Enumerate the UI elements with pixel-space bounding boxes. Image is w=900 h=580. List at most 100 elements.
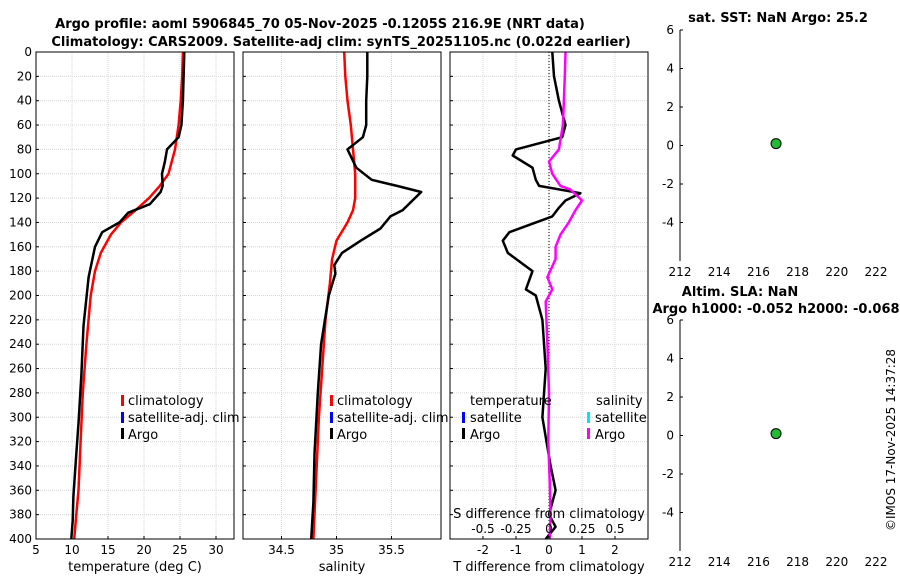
legend-t-satellite-label: satellite	[470, 411, 522, 426]
s-diff-tick-label: 0	[545, 522, 553, 536]
legend-climatology-swatch	[330, 395, 333, 406]
y-tick-label: 6	[666, 23, 674, 37]
temperature-panel: 0 20 40 60 80 100 120 140 160 180 200 220 240 260 280 3…	[9, 45, 240, 575]
y-tick-label: 160	[9, 240, 32, 254]
x-tick-label: 34.5	[268, 543, 295, 557]
series-argo	[309, 52, 423, 540]
y-tick-label: 80	[17, 142, 32, 156]
y-tick-label: 0	[24, 45, 32, 59]
y-tick-label: 140	[9, 215, 32, 229]
x-tick-label: 220	[825, 555, 848, 569]
x-tick-label: 35.5	[378, 543, 405, 557]
t-difference-xlabel: T difference from climatology	[452, 560, 645, 575]
legend-s-argo-swatch	[587, 428, 590, 439]
difference-legend: temperature satellite Argo salinity sate…	[462, 394, 647, 443]
x-tick-label: 214	[708, 555, 731, 569]
legend-s-satellite-swatch	[587, 412, 590, 423]
y-tick-label: -4	[662, 506, 674, 520]
s-diff-tick-label: -0.25	[500, 522, 531, 536]
legend-climatology-swatch	[121, 395, 124, 406]
x-tick-label: 214	[708, 265, 731, 279]
s-diff-tick-label: -0.5	[471, 522, 494, 536]
legend-satellite-swatch	[121, 412, 124, 423]
series-climatology	[312, 51, 357, 540]
x-tick-label: 30	[208, 543, 223, 557]
y-tick-label: -4	[662, 216, 674, 230]
y-tick-label: 320	[9, 435, 32, 449]
y-tick-label: 0	[666, 139, 674, 153]
x-tick-label: 222	[865, 555, 888, 569]
y-tick-label: -2	[662, 177, 674, 191]
y-tick-label: 2	[666, 390, 674, 404]
x-tick-label: 220	[825, 265, 848, 279]
y-tick-label: 260	[9, 362, 32, 376]
s-diff-tick-label: 0.5	[605, 522, 624, 536]
x-tick-label: 218	[786, 265, 809, 279]
y-tick-label: 6	[666, 313, 674, 327]
s-difference-label: S difference from climatology	[453, 507, 645, 522]
series-t-argo-climatology	[501, 51, 582, 540]
difference-panel: -2 -1 0 1 2 S difference from climatology -0…	[449, 51, 649, 575]
salinity-panel: 34.5 35 35.5 salinity climatology satellit…	[242, 51, 449, 575]
legend-argo-swatch	[121, 428, 124, 439]
x-tick-label: 218	[786, 555, 809, 569]
legend-s-argo-label: Argo	[595, 428, 625, 443]
legend-t-argo-label: Argo	[470, 428, 500, 443]
legend-argo-label: Argo	[128, 428, 158, 443]
series-argo	[70, 51, 186, 540]
sst-title: sat. SST: NaN Argo: 25.2	[688, 11, 868, 26]
x-tick-label: 1	[578, 543, 586, 557]
y-tick-label: 0	[666, 429, 674, 443]
y-tick-label: 240	[9, 337, 32, 351]
x-tick-label: 216	[747, 265, 770, 279]
timestamp: ©IMOS 17-Nov-2025 14:37:28	[884, 349, 898, 531]
x-tick-label: 212	[669, 265, 692, 279]
series-climatology	[72, 51, 185, 540]
y-tick-label: 40	[17, 94, 32, 108]
y-tick-label: 380	[9, 508, 32, 522]
legend-satellite-label: satellite-adj. clim	[128, 411, 240, 426]
x-tick-label: 2	[611, 543, 619, 557]
sla-title: Altim. SLA: NaN	[682, 285, 798, 300]
legend-temperature-heading: temperature	[470, 394, 552, 409]
x-tick-label: 212	[669, 555, 692, 569]
s-diff-tick-label: 0.25	[569, 522, 596, 536]
salinity-legend: climatology satellite-adj. clim Argo	[330, 394, 449, 443]
legend-salinity-heading: salinity	[596, 394, 643, 409]
y-tick-label: 400	[9, 532, 32, 546]
legend-s-satellite-label: satellite	[595, 411, 647, 426]
legend-t-argo-swatch	[462, 428, 465, 439]
x-tick-label: 15	[100, 543, 115, 557]
y-tick-label: 20	[17, 69, 32, 83]
y-tick-label: 360	[9, 483, 32, 497]
salinity-xlabel: salinity	[319, 560, 366, 575]
legend-argo-label: Argo	[337, 428, 367, 443]
y-tick-label: 4	[666, 62, 674, 76]
y-tick-label: -2	[662, 467, 674, 481]
x-tick-label: 20	[136, 543, 151, 557]
title-line-1: Argo profile: aoml 5906845_70 05-Nov-202…	[55, 17, 585, 32]
title-line-2: Climatology: CARS2009. Satellite-adj cli…	[51, 35, 630, 50]
y-tick-label: 220	[9, 313, 32, 327]
series-s-argo-climatology	[544, 51, 584, 540]
legend-t-satellite-swatch	[462, 412, 465, 423]
y-tick-label: 280	[9, 386, 32, 400]
data-point	[770, 138, 782, 150]
y-tick-label: 100	[9, 167, 32, 181]
legend-satellite-label: satellite-adj. clim	[337, 411, 449, 426]
legend-climatology-label: climatology	[128, 394, 204, 409]
x-tick-label: 35	[329, 543, 344, 557]
x-tick-label: 222	[865, 265, 888, 279]
y-tick-label: 4	[666, 352, 674, 366]
legend-climatology-label: climatology	[337, 394, 413, 409]
sla-subtitle: Argo h1000: -0.052 h2000: -0.068	[652, 302, 899, 317]
x-tick-label: -2	[477, 543, 489, 557]
y-tick-label: 120	[9, 191, 32, 205]
y-tick-label: 340	[9, 459, 32, 473]
x-tick-label: 216	[747, 555, 770, 569]
sla-panel: Altim. SLA: NaN Argo h1000: -0.052 h2000…	[652, 285, 899, 569]
y-tick-label: 300	[9, 410, 32, 424]
x-tick-label: -1	[510, 543, 522, 557]
y-tick-label: 200	[9, 289, 32, 303]
